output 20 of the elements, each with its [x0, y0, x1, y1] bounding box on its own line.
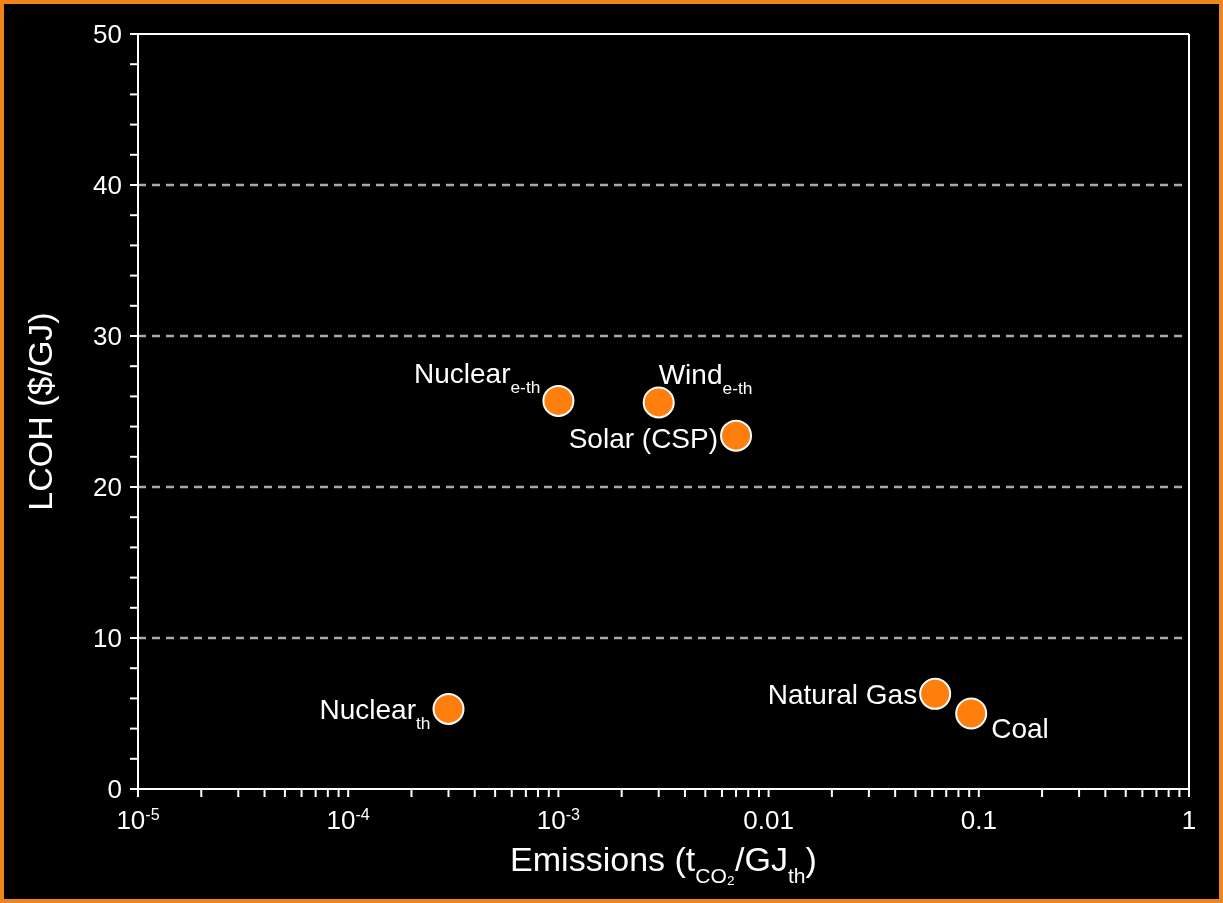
x-tick-label: 10$^{-4}$ [326, 805, 370, 835]
x-tick-label: 0.01 [743, 805, 794, 835]
y-tick-label: 10 [93, 623, 122, 653]
y-tick-label: 50 [93, 19, 122, 49]
x-tick-label: 10$^{-5}$ [116, 805, 160, 835]
y-tick-label: 20 [93, 472, 122, 502]
x-tick-label: 0.1 [960, 805, 997, 835]
x-tick-label: 1 [1181, 805, 1197, 835]
annotation: Wind$_{e-th}$ [658, 359, 753, 399]
x-tick-label: 10$^{-3}$ [536, 805, 581, 835]
y-axis-title: LCOH ($/GJ) [21, 312, 59, 511]
annotation: Natural Gas [767, 678, 918, 710]
y-tick-label: 40 [93, 170, 122, 200]
annotation: Nuclear$_{e-th}$ [413, 357, 541, 397]
annotation: Nuclear$_{th}$ [319, 693, 431, 733]
x-axis-title: Emissions (t$_{CO₂}$/GJ$_{th}$) [510, 840, 817, 887]
annotation: Coal [991, 712, 1049, 744]
annotation: Solar (CSP) [568, 422, 719, 454]
y-tick-label: 30 [93, 321, 122, 351]
y-tick-label: 0 [107, 774, 122, 804]
